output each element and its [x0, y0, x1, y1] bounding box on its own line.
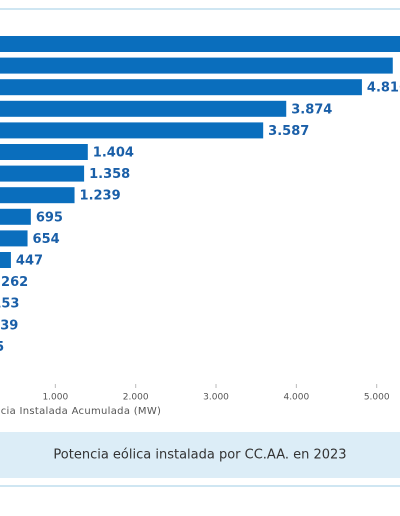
bar — [0, 79, 362, 96]
x-axis-label: Potencia Instalada Acumulada (MW) — [0, 406, 161, 417]
bar — [0, 187, 75, 204]
bar — [0, 144, 88, 160]
value-label: 1.239 — [80, 189, 121, 204]
value-label: 447 — [16, 254, 43, 269]
value-label: 3.587 — [268, 124, 309, 139]
value-label: 153 — [0, 297, 19, 312]
bar — [0, 208, 31, 225]
value-label: 3.874 — [291, 102, 332, 117]
bar — [0, 36, 400, 52]
value-label: 1.358 — [89, 167, 130, 182]
value-label: 75 — [0, 340, 4, 355]
bar — [0, 57, 393, 74]
bar — [0, 252, 11, 268]
value-label: 654 — [33, 232, 60, 247]
bar — [0, 122, 264, 139]
x-tick-label: 1.000 — [42, 393, 68, 403]
value-label: 139 — [0, 318, 18, 333]
bar — [0, 230, 28, 247]
caption-box — [0, 432, 400, 478]
value-label: 1.404 — [93, 146, 134, 161]
value-label: 262 — [1, 275, 28, 290]
x-tick-label: 4.000 — [283, 393, 309, 403]
bar — [0, 165, 85, 182]
x-tick-label: 5.000 — [364, 393, 390, 403]
value-label: 695 — [36, 210, 63, 225]
caption: Potencia eólica instalada por CC.AA. en … — [53, 448, 346, 463]
x-tick-label: 3.000 — [203, 393, 229, 403]
x-tick-label: 2.000 — [123, 393, 149, 403]
bar — [0, 100, 287, 117]
value-label: 4.816 — [367, 81, 400, 96]
